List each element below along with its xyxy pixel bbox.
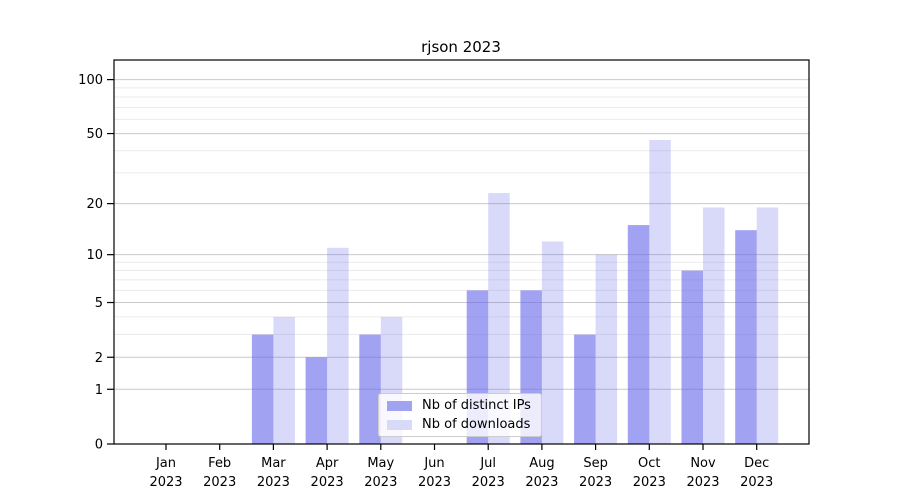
axis-layer: 0 1 2 5 10 20 50 100 Jan 2023 Feb 2023 Mar 2023 Apr 202… xyxy=(78,59,810,490)
x-tick-label-year: 2023 xyxy=(686,475,719,490)
legend-entry-distinct-ips: Nb of distinct IPs xyxy=(387,398,533,413)
axes-frame xyxy=(113,59,810,445)
x-tick-label-year: 2023 xyxy=(149,475,182,490)
bar-downloads-apr xyxy=(327,247,349,444)
legend-label-downloads: Nb of downloads xyxy=(422,417,531,432)
bar-downloads-dec xyxy=(756,207,779,444)
bar-distinct-ips-nov xyxy=(681,270,703,444)
bar-downloads-sep xyxy=(595,254,618,444)
x-tick-label-month: Feb xyxy=(208,456,231,471)
bar-distinct-ips-apr xyxy=(305,357,328,444)
x-tick-label-month: Oct xyxy=(638,456,660,471)
x-tick-label-year: 2023 xyxy=(203,475,236,490)
y-tick-label: 10 xyxy=(86,248,103,263)
x-tick-label-year: 2023 xyxy=(633,475,666,490)
bar-distinct-ips-oct xyxy=(627,225,650,444)
x-tick-label-month: Aug xyxy=(529,456,554,471)
chart-title: rjson 2023 xyxy=(421,38,501,56)
x-tick-label-month: Apr xyxy=(316,456,339,471)
bar-downloads-aug xyxy=(541,241,564,444)
y-tick-label: 0 xyxy=(95,438,103,453)
x-tick-label-year: 2023 xyxy=(311,475,344,490)
x-tick-label-year: 2023 xyxy=(525,475,558,490)
x-tick-label-month: May xyxy=(367,456,394,471)
x-tick-label-year: 2023 xyxy=(579,475,612,490)
bar-downloads-jul xyxy=(488,193,510,444)
legend-entry-downloads: Nb of downloads xyxy=(387,417,533,432)
bar-distinct-ips-dec xyxy=(735,230,757,444)
x-tick-label-month: Dec xyxy=(744,456,769,471)
legend-swatch-ips-icon xyxy=(387,400,412,411)
legend-swatch-downloads-icon xyxy=(387,419,412,430)
legend: Nb of distinct IPs Nb of downloads xyxy=(378,393,542,437)
bar-downloads-mar xyxy=(273,316,295,444)
bar-distinct-ips-mar xyxy=(251,334,274,444)
bar-downloads-oct xyxy=(649,140,671,444)
x-tick-label-month: Sep xyxy=(583,456,608,471)
x-tick-label-month: Jul xyxy=(479,456,496,471)
x-tick-label-month: Jan xyxy=(155,456,176,471)
x-tick-label-year: 2023 xyxy=(472,475,505,490)
x-tick-label-year: 2023 xyxy=(364,475,397,490)
y-tick-label: 2 xyxy=(95,351,103,366)
bar-downloads-nov xyxy=(703,207,725,444)
y-tick-label: 20 xyxy=(86,197,103,212)
x-tick-label-year: 2023 xyxy=(257,475,290,490)
x-tick-label-month: Nov xyxy=(690,456,716,471)
bar-distinct-ips-sep xyxy=(574,334,596,444)
x-tick-label-month: Jun xyxy=(423,456,444,471)
legend-label-distinct-ips: Nb of distinct IPs xyxy=(422,398,531,413)
y-tick-label: 5 xyxy=(95,296,103,311)
x-tick-label-year: 2023 xyxy=(740,475,773,490)
y-tick-label: 50 xyxy=(86,127,103,142)
x-tick-label-year: 2023 xyxy=(418,475,451,490)
y-tick-label: 1 xyxy=(95,383,103,398)
bar-distinct-ips-may xyxy=(359,334,381,444)
x-tick-label-month: Mar xyxy=(261,456,286,471)
y-tick-label: 100 xyxy=(78,73,103,88)
